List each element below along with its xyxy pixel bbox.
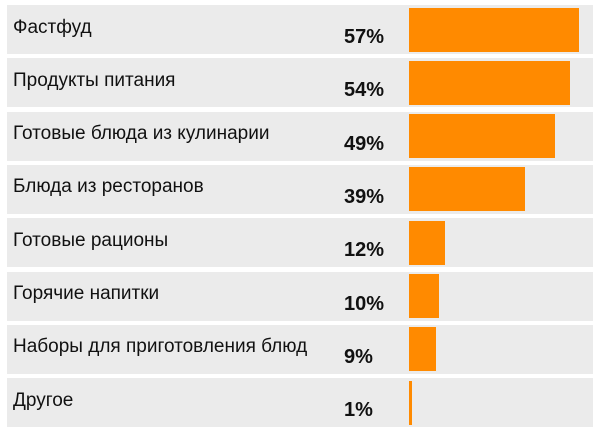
value-label: 57% [344,26,385,48]
category-label: Готовые блюда из кулинарии [13,123,270,145]
chart-row [7,218,593,268]
bar [409,60,570,105]
value-label: 54% [344,79,385,102]
value-label: 12% [344,239,385,262]
chart-row [7,324,593,374]
chart-row [7,378,593,428]
bar [409,220,445,265]
value-label: 10% [344,292,385,315]
value-label: 49% [344,132,385,155]
category-label: Готовые рационы [13,229,169,251]
bar [409,114,556,159]
value-label: 39% [344,185,385,208]
category-label: Продукты питания [13,69,176,91]
category-label: Фастфуд [13,16,92,38]
bar [409,380,412,425]
category-label: Блюда из ресторанов [13,176,204,198]
category-label: Другое [13,389,74,411]
bar [409,7,579,52]
value-label: 1% [344,399,373,422]
chart-row [7,271,593,321]
category-label: Горячие напитки [13,283,160,304]
category-label: Наборы для приготовления блюд [13,336,308,358]
bar [409,167,526,212]
bar [409,327,436,372]
value-label: 9% [344,345,373,368]
bar [409,274,439,318]
